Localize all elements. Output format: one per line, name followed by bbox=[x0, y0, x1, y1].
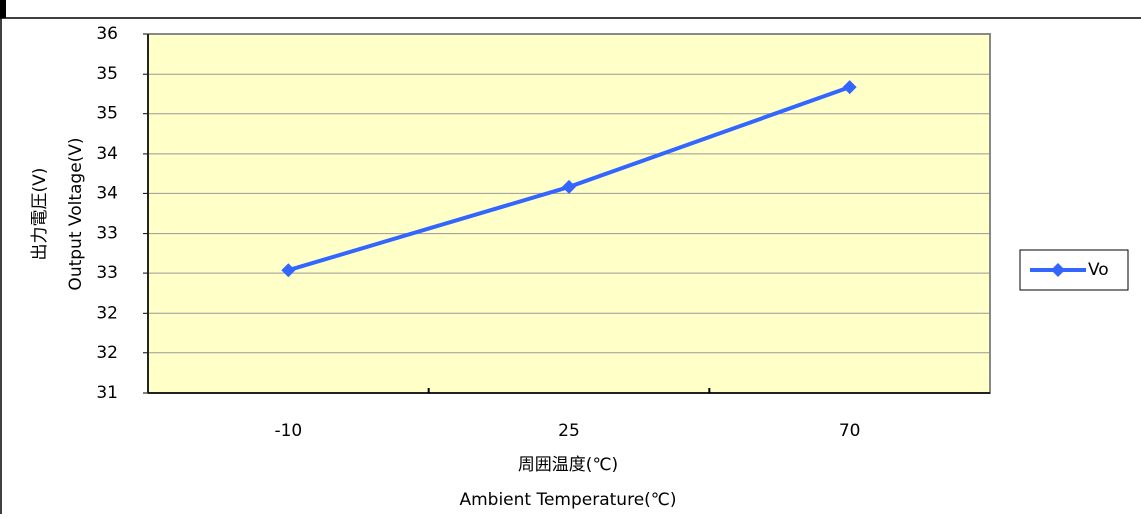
marker bbox=[842, 80, 857, 95]
x-title: 周囲温度(℃) bbox=[518, 455, 618, 475]
y-tick-label: 31 bbox=[96, 383, 118, 403]
y-tick-label: 34 bbox=[96, 183, 118, 203]
y-tick-label: 32 bbox=[96, 303, 118, 323]
y-tick-label: 33 bbox=[96, 224, 118, 244]
y-title: 出力電圧(V) bbox=[30, 168, 50, 261]
marker bbox=[562, 179, 576, 194]
plot-area bbox=[148, 34, 990, 393]
y-tick-label: 35 bbox=[96, 64, 118, 84]
x-tick-label: 70 bbox=[839, 421, 861, 441]
y-tick-label: 34 bbox=[96, 144, 118, 164]
x-tick-label: -10 bbox=[274, 421, 302, 441]
y-tick-label: 33 bbox=[96, 263, 118, 283]
y-tick-label: 32 bbox=[96, 343, 118, 363]
x-tick-label: 25 bbox=[558, 421, 580, 441]
x-title: Ambient Temperature(℃) bbox=[459, 490, 676, 510]
y-tick-label: 35 bbox=[96, 104, 118, 124]
y-title: Output Voltage(V) bbox=[66, 137, 86, 290]
y-tick-label: 36 bbox=[96, 24, 118, 44]
legend-label: Vo bbox=[1088, 260, 1109, 280]
legend-marker bbox=[1051, 263, 1065, 277]
frame-marker bbox=[0, 0, 6, 18]
marker bbox=[281, 263, 296, 278]
